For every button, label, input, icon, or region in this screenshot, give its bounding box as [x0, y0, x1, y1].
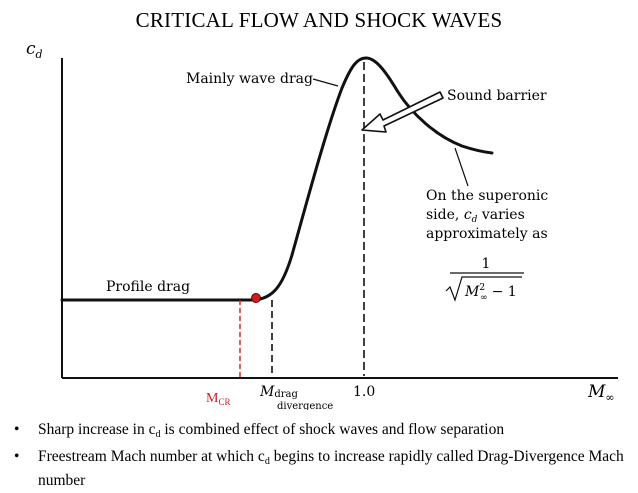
drag-divergence-diagram: cd M∞ Profile drag Mainly wave drag Soun…	[26, 39, 618, 410]
mach-one-label: 1.0	[353, 384, 375, 400]
bullet-item: • Sharp increase in cd is combined effec…	[14, 421, 505, 440]
critical-mach-point	[251, 293, 261, 303]
x-axis-label: M∞	[587, 382, 615, 404]
sound-barrier-arrow	[361, 91, 444, 133]
mcr-label: MCR	[206, 391, 230, 407]
bullet-dot: •	[14, 421, 20, 438]
bullet-dot: •	[14, 448, 20, 465]
wave-drag-label: Mainly wave drag	[186, 71, 313, 87]
svg-text:1: 1	[482, 256, 491, 272]
slide-title: CRITICAL FLOW AND SHOCK WAVES	[135, 8, 503, 32]
supersonic-formula: 1 M2 ∞ − 1	[445, 256, 524, 303]
supersonic-leader	[454, 147, 469, 187]
mdrag-label-line2: divergence	[277, 401, 333, 410]
sound-barrier-label: Sound barrier	[447, 88, 547, 104]
bullet-list: • Sharp increase in cd is combined effec…	[14, 420, 624, 493]
supersonic-note-line3: approximately as	[426, 226, 548, 242]
y-axis-label: cd	[26, 39, 43, 61]
mdrag-label: Mdrag	[259, 384, 298, 400]
supersonic-note-line2: side, cd varies	[426, 207, 525, 225]
bullet-item: • Freestream Mach number at which cd beg…	[14, 448, 624, 489]
drag-curve	[60, 56, 494, 302]
supersonic-note-line1: On the superonic	[426, 188, 548, 204]
wave-drag-leader	[312, 78, 339, 87]
svg-text:M2∞− 1: M2 ∞ − 1	[464, 283, 517, 303]
profile-drag-label: Profile drag	[106, 279, 190, 295]
